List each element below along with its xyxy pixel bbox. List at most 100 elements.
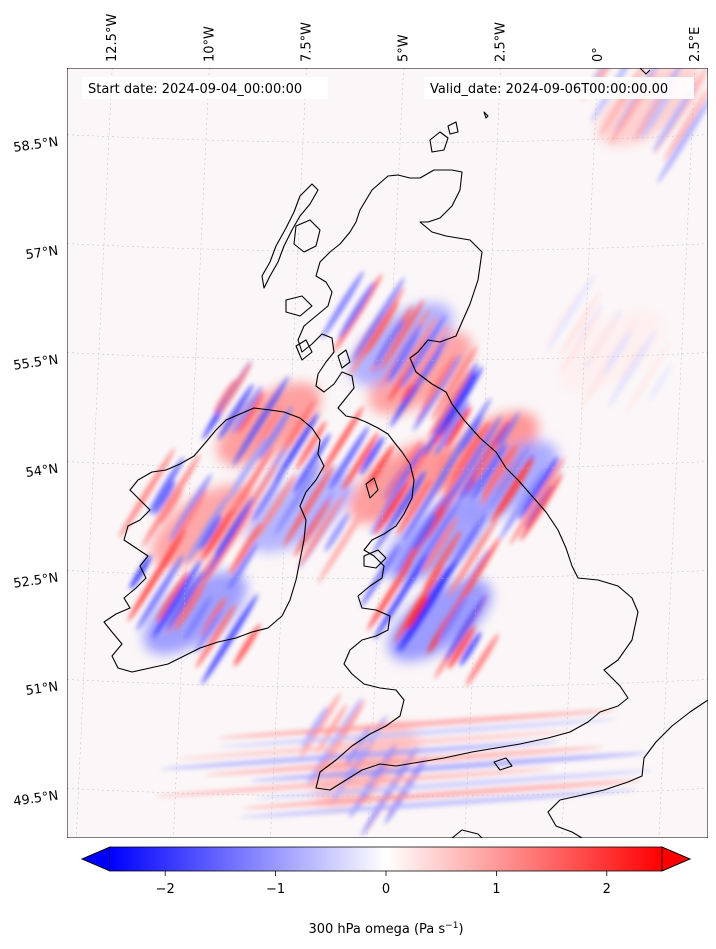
omega-stripe bbox=[394, 323, 422, 368]
omega-stripe bbox=[373, 553, 428, 640]
omega-stripe bbox=[152, 559, 202, 639]
omega-stripe bbox=[351, 277, 405, 363]
omega-stripe bbox=[341, 432, 379, 491]
omega-stripe bbox=[155, 570, 189, 623]
omega-streak bbox=[177, 730, 577, 760]
omega-stripe bbox=[201, 508, 235, 561]
latitude-tick-label: 54°N bbox=[25, 462, 60, 481]
omega-stripe bbox=[258, 406, 293, 460]
omega-stripe bbox=[272, 412, 319, 487]
omega-stripe bbox=[366, 444, 395, 488]
latitude-tick-label: 58.5°N bbox=[12, 135, 59, 156]
longitude-tick-label: 10°W bbox=[202, 26, 217, 62]
omega-stripe bbox=[252, 468, 286, 522]
omega-stripe bbox=[474, 442, 499, 482]
latitude-tick-labels: 58.5°N 57°N 55.5°N 54°N 52.5°N 51°N 49.5°N bbox=[12, 135, 59, 810]
start-date-label: Start date: 2024-09-04_00:00:00 bbox=[88, 82, 302, 97]
omega-stripe bbox=[590, 68, 648, 123]
omega-stripe bbox=[480, 458, 516, 515]
omega-stripe bbox=[657, 93, 708, 184]
omega-stripe bbox=[663, 88, 708, 161]
map-panel bbox=[67, 68, 708, 838]
meridian-line bbox=[270, 68, 307, 838]
omega-stripe bbox=[324, 512, 350, 553]
parallel-line bbox=[67, 134, 708, 143]
omega-stripe bbox=[438, 594, 469, 642]
omega-stripe bbox=[444, 594, 487, 661]
omega-stripe bbox=[518, 456, 559, 521]
omega-stripe bbox=[434, 400, 470, 456]
omega-stripe bbox=[430, 346, 478, 421]
omega-stripe bbox=[465, 633, 499, 687]
parallel-line bbox=[67, 352, 708, 361]
omega-stripe bbox=[232, 376, 290, 466]
omega-stripe bbox=[560, 308, 602, 374]
omega-stripe bbox=[200, 596, 227, 638]
coastlines bbox=[103, 68, 708, 838]
latitude-tick-label: 49.5°N bbox=[12, 788, 59, 809]
omega-streak bbox=[238, 789, 638, 818]
longitude-tick-label: 2.5°E bbox=[688, 27, 703, 62]
omega-streak bbox=[218, 718, 618, 748]
meridian-line bbox=[464, 68, 501, 838]
longitude-tick-label: 0° bbox=[591, 47, 606, 62]
longitude-tick-label: 7.5°W bbox=[299, 22, 314, 62]
omega-stripe bbox=[195, 603, 237, 669]
omega-stripe bbox=[370, 476, 408, 536]
omega-stripe bbox=[634, 93, 665, 141]
coastline-mull bbox=[285, 295, 313, 317]
omega-stripe bbox=[195, 608, 223, 653]
omega-stripe bbox=[421, 354, 457, 410]
omega-stripe bbox=[490, 458, 532, 523]
omega-streak bbox=[217, 709, 617, 739]
omega-stripe bbox=[244, 463, 278, 515]
omega-blob bbox=[248, 469, 352, 553]
omega-stripe bbox=[198, 515, 222, 551]
omega-stripe bbox=[423, 530, 462, 591]
latitude-tick-label: 57°N bbox=[25, 244, 60, 263]
colorbar-body bbox=[110, 847, 662, 871]
omega-stripe bbox=[444, 420, 492, 497]
omega-stripe bbox=[459, 631, 482, 667]
colorbar-tick-label: 2 bbox=[603, 882, 611, 897]
omega-stripe bbox=[374, 318, 405, 367]
omega-streak bbox=[160, 740, 560, 770]
omega-stripe bbox=[142, 453, 201, 547]
omega-streak bbox=[204, 746, 604, 776]
omega-stripe bbox=[367, 557, 414, 631]
omega-stripe bbox=[147, 457, 185, 515]
coastline-ireland bbox=[103, 407, 325, 673]
colorbar-tick-label: 1 bbox=[492, 882, 500, 897]
omega-stripe bbox=[399, 315, 446, 389]
omega-stripe bbox=[489, 445, 531, 511]
longitude-tick-labels: 12.5°W 10°W 7.5°W 5°W 2.5°W 0° 2.5°E bbox=[105, 14, 703, 62]
omega-stripe bbox=[218, 362, 252, 415]
omega-stripe bbox=[213, 379, 236, 414]
omega-stripe bbox=[603, 329, 633, 375]
omega-stripe bbox=[160, 489, 183, 524]
coastline-continent bbox=[451, 699, 708, 838]
coastline-great-britain bbox=[297, 169, 639, 791]
omega-stripe bbox=[360, 544, 401, 607]
colorbar-extend-high bbox=[661, 846, 692, 872]
colorbar-label-main: 300 hPa omega (Pa s bbox=[308, 922, 445, 937]
meridian-line bbox=[173, 68, 210, 838]
omega-stripe bbox=[227, 436, 268, 501]
omega-stripe bbox=[398, 559, 457, 653]
omega-stripe bbox=[412, 354, 462, 432]
omega-stripe bbox=[237, 390, 265, 434]
latitude-tick-label: 51°N bbox=[25, 680, 60, 699]
omega-stripe bbox=[434, 397, 492, 490]
omega-stripe bbox=[169, 473, 212, 542]
omega-streak bbox=[155, 768, 555, 797]
omega-stripe bbox=[274, 459, 322, 536]
omega-stripe bbox=[231, 385, 263, 435]
omega-stripe bbox=[338, 282, 375, 339]
omega-stripe bbox=[359, 436, 385, 475]
colorbar-outline bbox=[80, 846, 692, 872]
coastline-outer-hebrides bbox=[261, 183, 319, 289]
omega-stripe bbox=[233, 623, 261, 667]
longitude-tick-label: 2.5°W bbox=[494, 22, 509, 62]
omega-stripe bbox=[185, 495, 229, 564]
colorbar-extend-low bbox=[80, 846, 111, 872]
